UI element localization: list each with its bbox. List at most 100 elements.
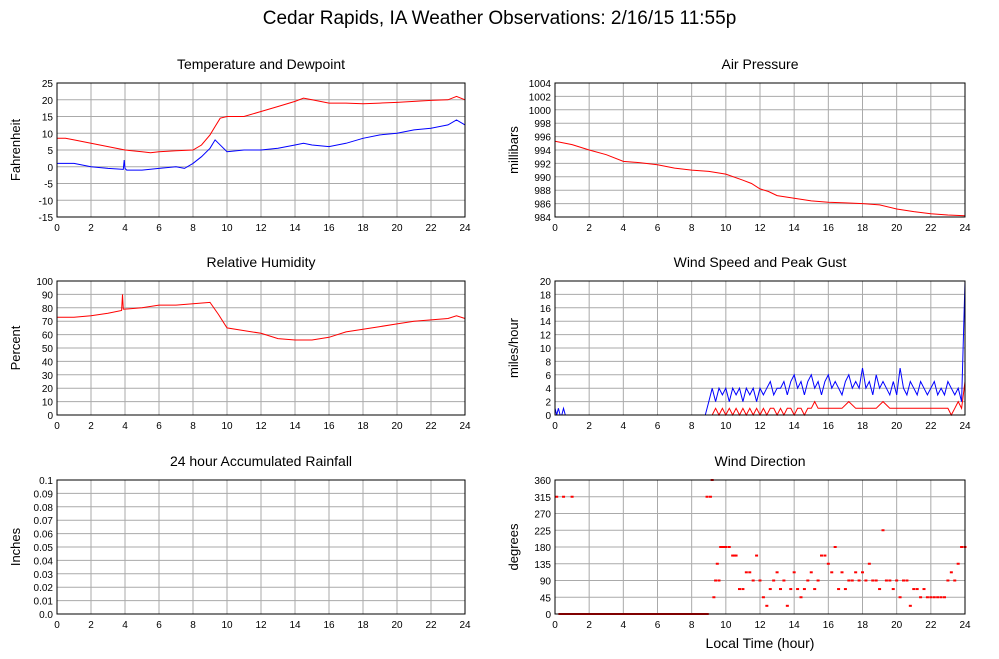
x-tick-label: 18	[357, 421, 369, 432]
data-point	[731, 554, 735, 557]
chart-title: Wind Direction	[714, 453, 805, 469]
data-point	[755, 554, 759, 557]
y-tick-label: 2	[545, 398, 551, 409]
x-tick-label: 8	[190, 223, 196, 234]
data-point	[888, 579, 892, 582]
data-point	[847, 579, 851, 582]
x-tick-label: 0	[552, 620, 558, 631]
x-tick-label: 2	[88, 620, 94, 631]
y-tick-label: 50	[42, 344, 54, 355]
y-tick-label: 0.09	[34, 489, 54, 500]
data-point	[796, 588, 800, 591]
x-tick-label: 16	[323, 223, 335, 234]
data-point	[792, 571, 796, 574]
x-tick-label: 14	[789, 620, 801, 631]
data-point	[720, 546, 724, 548]
x-tick-label: 6	[156, 223, 162, 234]
chart-title: 24 hour Accumulated Rainfall	[170, 453, 352, 469]
data-point	[741, 588, 745, 591]
plot-frame	[56, 280, 466, 416]
chart-title: Air Pressure	[721, 56, 798, 72]
data-point	[922, 588, 926, 591]
data-point	[833, 546, 837, 548]
data-point	[823, 554, 827, 557]
x-tick-label: 4	[122, 223, 128, 234]
y-tick-label: 992	[534, 159, 551, 170]
data-point	[902, 579, 905, 582]
data-point	[708, 495, 712, 498]
data-point	[738, 588, 741, 591]
y-tick-label: 45	[540, 593, 552, 604]
x-tick-label: 18	[357, 620, 369, 631]
y-tick-label: 20	[42, 96, 54, 107]
y-tick-label: 0	[47, 163, 53, 174]
data-point	[715, 562, 719, 565]
y-tick-label: -5	[44, 180, 53, 191]
x-tick-label: 20	[391, 421, 403, 432]
data-point	[562, 495, 566, 498]
data-point	[919, 596, 923, 599]
x-tick-label: 6	[156, 620, 162, 631]
data-point	[799, 596, 803, 599]
data-point	[768, 588, 772, 591]
data-point	[761, 596, 765, 599]
x-tick-label: 14	[789, 223, 801, 234]
y-tick-label: 30	[42, 371, 54, 382]
x-tick-label: 0	[54, 421, 60, 432]
data-point	[732, 554, 736, 557]
x-tick-label: 10	[221, 223, 233, 234]
y-tick-label: 0.03	[34, 570, 54, 581]
data-point	[939, 596, 943, 599]
x-tick-label: 24	[959, 620, 971, 631]
x-tick-label: 22	[425, 620, 437, 631]
data-point	[898, 596, 902, 599]
data-point	[925, 596, 929, 599]
data-point	[809, 571, 813, 574]
y-tick-label: 0	[545, 610, 551, 621]
x-tick-label: 16	[823, 421, 835, 432]
data-point	[895, 579, 899, 582]
x-tick-label: 14	[789, 421, 801, 432]
x-tick-label: 22	[925, 421, 937, 432]
x-tick-label: 20	[891, 421, 903, 432]
data-point	[843, 588, 847, 591]
data-point	[884, 579, 888, 582]
data-point	[722, 546, 726, 548]
y-tick-label: 8	[545, 357, 551, 368]
data-point	[943, 596, 946, 599]
y-axis-label: Percent	[8, 325, 23, 370]
y-axis-label: Fahrenheit	[8, 119, 23, 182]
y-tick-label: 986	[534, 200, 551, 211]
chart-title: Temperature and Dewpoint	[177, 56, 345, 72]
x-tick-label: 0	[552, 421, 558, 432]
x-tick-label: 0	[54, 223, 60, 234]
data-point	[830, 571, 834, 574]
data-point	[705, 495, 709, 498]
data-point	[826, 562, 830, 565]
data-point	[915, 588, 919, 591]
data-point	[905, 579, 909, 582]
data-point	[908, 604, 912, 607]
x-tick-label: 20	[891, 223, 903, 234]
series-line-1	[57, 119, 466, 171]
y-tick-label: 315	[534, 493, 551, 504]
y-tick-label: 0.05	[34, 543, 54, 554]
x-tick-label: 8	[190, 421, 196, 432]
data-point	[789, 588, 793, 591]
x-tick-label: 24	[959, 421, 971, 432]
x-tick-label: 24	[459, 620, 471, 631]
x-tick-label: 20	[391, 223, 403, 234]
data-point	[779, 588, 782, 591]
x-tick-label: 10	[720, 421, 732, 432]
data-point	[864, 579, 868, 582]
data-point	[724, 546, 728, 548]
x-tick-label: 10	[221, 421, 233, 432]
data-point	[956, 562, 960, 565]
y-tick-label: 16	[540, 304, 552, 315]
